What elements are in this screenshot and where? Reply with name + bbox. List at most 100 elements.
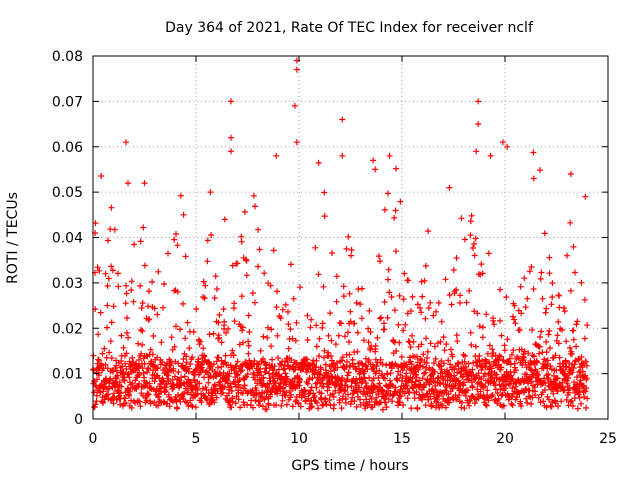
data-point [204,237,211,244]
data-point [565,389,572,396]
data-point [260,374,267,381]
data-point [345,329,351,336]
data-point [106,349,113,356]
data-point [390,338,397,345]
data-point [406,354,413,361]
data-point [423,335,429,342]
data-point [289,335,296,342]
data-point [243,257,250,264]
data-point [446,292,453,298]
data-point [346,351,353,358]
data-point [546,327,553,334]
data-point [110,368,116,375]
data-point [125,370,132,377]
data-point [242,256,249,263]
data-point [125,180,131,187]
data-point [343,400,349,406]
data-point [268,343,275,350]
data-point [311,393,318,399]
data-point [222,352,229,359]
data-point [404,385,411,392]
data-point [163,381,170,388]
data-point [132,377,139,384]
data-point [431,360,437,366]
data-point [245,338,252,345]
data-point [293,139,300,146]
data-point [250,404,256,411]
data-point [344,358,350,365]
data-point [386,152,393,159]
data-point [458,215,465,222]
data-point [362,362,369,369]
data-point [539,295,546,302]
data-point [476,352,483,359]
y-tick-label: 0.07 [52,94,83,110]
data-point [211,295,218,301]
data-point [427,299,434,306]
data-point [467,232,474,239]
data-point [213,394,220,401]
data-point [109,267,116,274]
data-point [573,374,580,381]
data-point [393,165,400,172]
data-point [417,355,424,362]
data-point [118,383,125,390]
data-point [165,372,172,379]
data-point [418,278,425,285]
data-point [454,338,461,345]
data-point [576,394,583,401]
data-point [349,394,356,401]
data-point [444,367,450,374]
data-point [257,347,264,354]
data-point [346,339,352,345]
data-point [575,391,582,398]
data-point [543,338,550,345]
data-point [400,402,407,408]
data-point [145,391,152,398]
data-point [405,277,412,284]
data-point [307,324,314,331]
data-point [98,173,105,179]
data-point [180,211,187,218]
data-point [365,325,372,332]
data-point [230,352,237,359]
data-point [431,369,438,375]
data-point [473,148,480,155]
data-point [431,343,438,350]
data-point [118,358,125,364]
data-point [425,305,432,311]
data-point [565,402,572,409]
data-point [550,380,557,387]
data-point [555,403,561,410]
data-point [151,305,158,312]
data-point [456,380,463,387]
data-point [297,403,304,410]
data-point [214,388,221,394]
data-point [375,375,382,381]
data-point [430,312,437,319]
data-point [544,365,551,372]
data-point [345,369,352,376]
data-point [384,190,391,197]
data-point [221,318,228,325]
data-point [415,366,422,373]
data-point [470,359,477,366]
data-point [154,365,161,371]
data-point [104,302,111,309]
data-point [515,355,522,362]
data-point [240,399,247,406]
data-point [101,396,108,403]
data-point [530,149,537,156]
data-point [143,379,150,386]
data-point [455,377,462,384]
data-point [332,387,339,394]
data-point [573,321,580,328]
data-point [95,331,102,338]
data-point [216,335,222,341]
data-point [113,375,120,382]
data-point [360,399,367,406]
data-point [494,390,501,396]
data-point [357,401,364,408]
data-point [479,364,486,371]
data-point [472,235,479,242]
